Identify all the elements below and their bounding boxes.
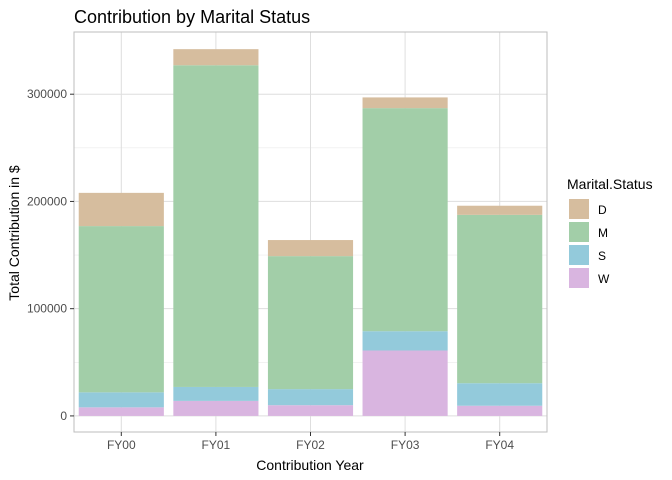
bar-segment-fy01-w <box>173 400 259 416</box>
x-tick-label: FY03 <box>391 438 420 452</box>
bar-segment-fy02-m <box>267 256 354 390</box>
bar-segment-fy04-s <box>457 383 543 406</box>
chart-title: Contribution by Marital Status <box>74 7 310 27</box>
bar-segment-fy00-s <box>78 392 164 408</box>
bar-segment-fy03-s <box>362 331 448 351</box>
legend-title: Marital.Status <box>567 176 653 192</box>
y-tick-label: 0 <box>60 409 67 423</box>
bar-segment-fy00-d <box>78 192 164 227</box>
bar-segment-fy00-w <box>78 407 164 416</box>
x-tick-label: FY00 <box>107 438 136 452</box>
bar-segment-fy02-s <box>267 389 354 406</box>
y-tick-label: 100000 <box>27 302 67 316</box>
legend-label-s: S <box>598 249 606 263</box>
legend-key-m <box>569 222 589 242</box>
bars <box>78 49 543 416</box>
bar-segment-fy01-m <box>173 65 259 387</box>
bar-segment-fy03-d <box>362 97 448 109</box>
y-tick-label: 200000 <box>27 194 67 208</box>
bar-segment-fy01-d <box>173 49 259 66</box>
bar-segment-fy04-w <box>457 405 543 416</box>
legend-key-w <box>569 268 589 288</box>
bar-segment-fy04-m <box>457 214 543 384</box>
legend-key-s <box>569 245 589 265</box>
bar-segment-fy03-w <box>362 350 448 416</box>
x-tick-label: FY04 <box>485 438 514 452</box>
bar-segment-fy03-m <box>362 108 448 332</box>
legend-label-m: M <box>598 226 608 240</box>
y-axis-ticks: 0 100000 200000 300000 <box>27 87 74 423</box>
y-axis-title: Total Contribution in $ <box>6 165 22 301</box>
bar-segment-fy02-w <box>267 405 354 416</box>
bar-segment-fy04-d <box>457 205 543 215</box>
y-tick-label: 300000 <box>27 87 67 101</box>
bar-segment-fy01-s <box>173 386 259 401</box>
bar-segment-fy02-d <box>267 240 354 257</box>
x-tick-label: FY01 <box>202 438 231 452</box>
legend-label-w: W <box>598 272 610 286</box>
legend-key-d <box>569 199 589 219</box>
bar-segment-fy00-m <box>78 226 164 393</box>
x-axis-title: Contribution Year <box>256 457 364 473</box>
x-tick-label: FY02 <box>296 438 325 452</box>
legend-label-d: D <box>598 203 607 217</box>
x-axis-ticks: FY00 FY01 FY02 FY03 FY04 <box>107 432 514 452</box>
